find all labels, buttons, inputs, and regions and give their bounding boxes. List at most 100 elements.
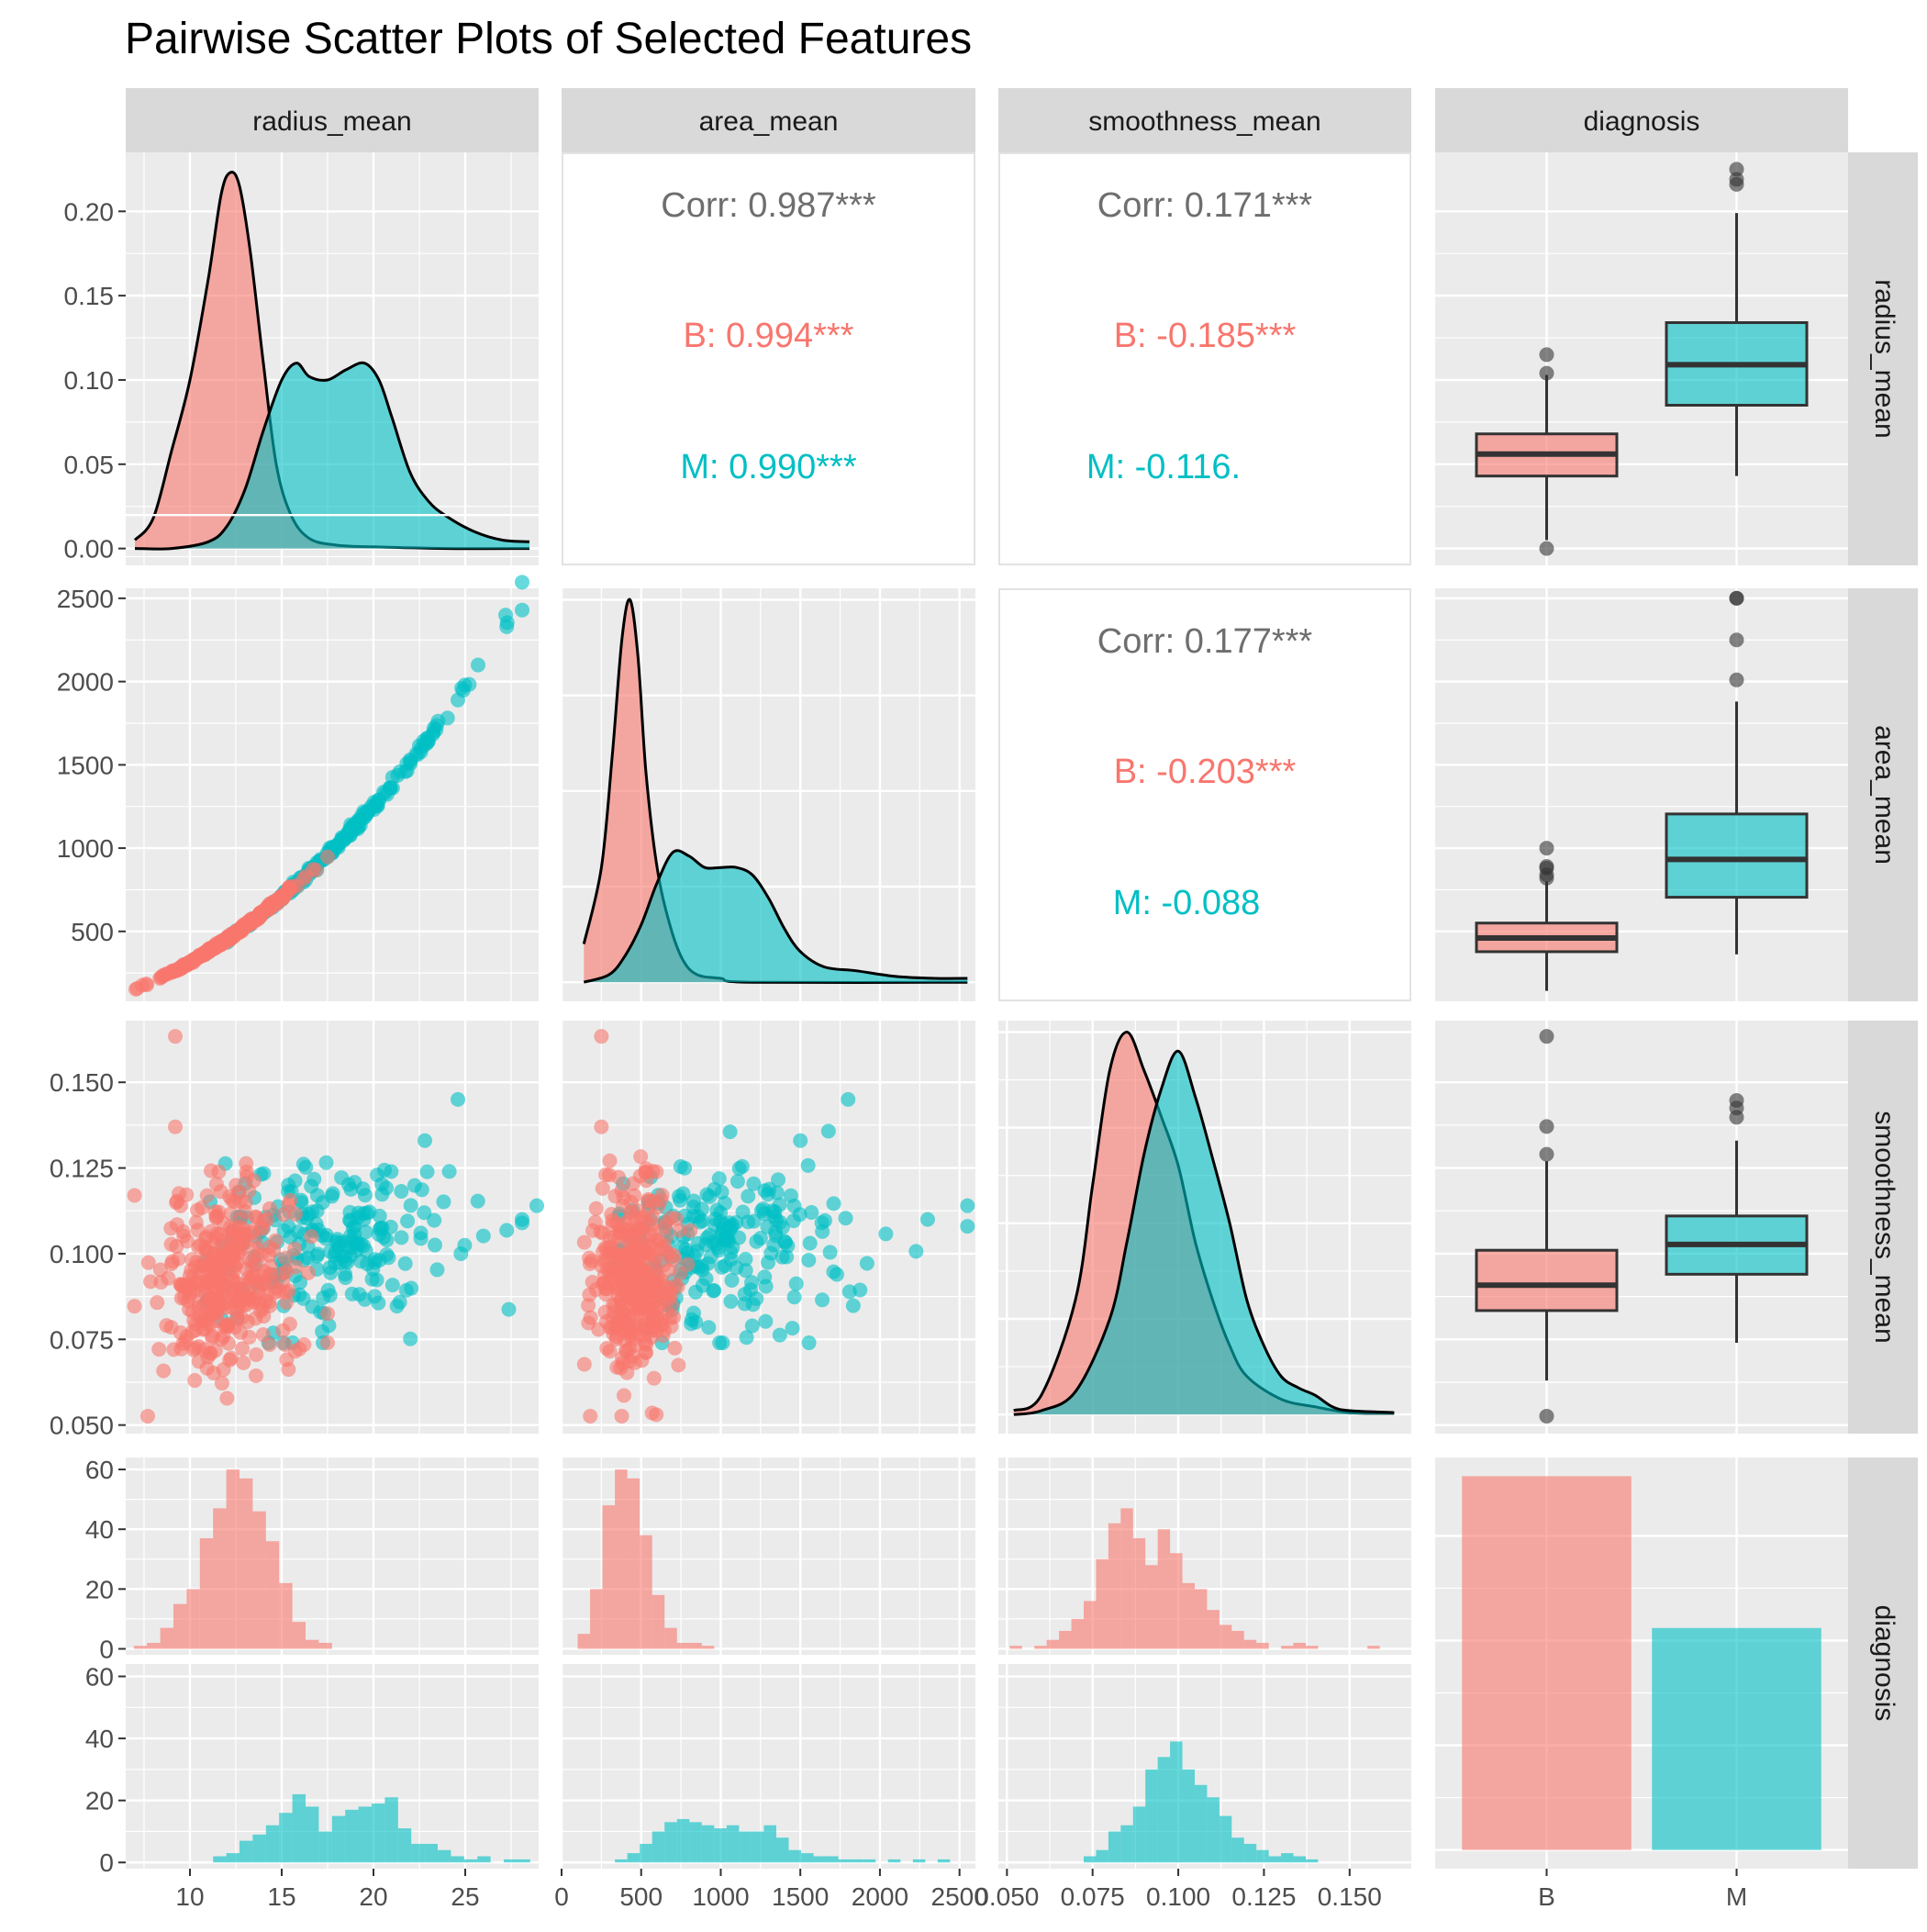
histogram-bar-b — [602, 1505, 616, 1649]
histogram-bar-b — [1231, 1630, 1244, 1649]
histogram-bar-b — [1145, 1565, 1158, 1649]
histogram-bar-m — [331, 1815, 346, 1863]
histogram-bar-m — [863, 1859, 876, 1863]
histogram-bar-m — [1145, 1769, 1158, 1863]
histogram-bar-m — [851, 1859, 863, 1863]
scatter-point-m — [427, 720, 441, 736]
histogram-bar-m — [265, 1825, 280, 1863]
scatter-point-m — [820, 1123, 836, 1139]
scatter-point-b — [262, 1336, 277, 1352]
scatter-point-m — [451, 692, 465, 708]
histogram-bar-b — [577, 1634, 591, 1649]
histogram-bar-m — [1293, 1856, 1306, 1863]
scatter-point-b — [279, 1295, 295, 1311]
scatter-point-m — [741, 1214, 756, 1230]
scatter-point-m — [729, 1260, 744, 1276]
histogram-bar-m — [739, 1831, 752, 1863]
scatter-point-m — [705, 1234, 720, 1250]
histogram-bar-m — [775, 1837, 789, 1863]
scatter-point-m — [792, 1207, 808, 1223]
scatter-point-m — [685, 1305, 701, 1321]
histogram-bar-m — [213, 1856, 227, 1863]
histogram-bar-b — [701, 1646, 715, 1649]
scatter-point-b — [214, 1376, 229, 1391]
scatter-point-m — [293, 1192, 308, 1208]
row-strip — [1848, 588, 1918, 1001]
scatter-point-m — [786, 1290, 802, 1305]
scatter-point-b — [249, 1346, 264, 1362]
scatter-point-b — [683, 1223, 698, 1238]
box-outlier-m — [1729, 672, 1744, 687]
box-outlier-b — [1539, 365, 1554, 381]
scatter-point-m — [769, 1185, 785, 1201]
scatter-point-b — [155, 967, 171, 983]
y-tick-label: 0 — [99, 1848, 114, 1877]
scatter-point-b — [259, 1287, 274, 1302]
scatter-point-b — [240, 1270, 256, 1286]
histogram-bar-m — [887, 1859, 901, 1863]
histogram-bar-b — [1009, 1646, 1022, 1649]
scatter-point-m — [741, 1189, 756, 1204]
y-tick-label: 500 — [71, 918, 114, 946]
histogram-bar-m — [1281, 1853, 1294, 1863]
scatter-point-m — [785, 1321, 800, 1336]
scatter-point-b — [637, 1295, 652, 1311]
scatter-point-b — [591, 1322, 607, 1337]
scatter-point-b — [602, 1167, 618, 1183]
scatter-point-b — [610, 1280, 626, 1296]
scatter-point-m — [515, 575, 529, 590]
scatter-point-b — [197, 1257, 213, 1273]
column-strip-label: diagnosis — [1584, 106, 1700, 137]
scatter-point-m — [801, 1252, 817, 1268]
scatter-point-b — [636, 1264, 652, 1279]
histogram-bar-b — [676, 1642, 690, 1649]
correlation-overall: Corr: 0.177*** — [1097, 622, 1313, 661]
histogram-bar-m — [345, 1809, 359, 1863]
scatter-point-b — [156, 1363, 172, 1379]
scatter-point-m — [371, 1227, 386, 1243]
box-outlier-b — [1539, 1408, 1554, 1424]
histogram-bar-m — [1231, 1837, 1244, 1863]
correlation-panel — [998, 588, 1411, 1001]
y-tick-label: 2000 — [57, 668, 114, 697]
scatter-point-b — [264, 1274, 280, 1290]
scatter-point-m — [471, 657, 485, 673]
histogram-bar-b — [279, 1582, 293, 1649]
scatter-point-b — [616, 1388, 631, 1403]
histogram-bar-m — [615, 1859, 628, 1863]
scatter-point-m — [369, 1272, 384, 1288]
scatter-point-m — [419, 1164, 435, 1179]
histogram-bar-m — [252, 1834, 266, 1863]
scatter-point-m — [749, 1234, 764, 1249]
histogram-bar-m — [517, 1859, 530, 1863]
scatter-point-m — [418, 1133, 432, 1148]
x-tick-label: 0.075 — [1061, 1882, 1125, 1911]
x-tick-label: 500 — [619, 1882, 663, 1911]
histogram-bar-m — [451, 1856, 464, 1863]
scatter-point-b — [659, 1304, 674, 1320]
scatter-point-b — [618, 1315, 634, 1331]
histogram-bar-b — [252, 1511, 266, 1649]
scatter-point-b — [227, 1258, 242, 1274]
scatter-point-b — [623, 1256, 639, 1271]
scatter-point-m — [815, 1223, 830, 1239]
x-tick-label: 2000 — [852, 1882, 908, 1911]
box-m — [1665, 812, 1809, 899]
scatter-point-b — [648, 1295, 663, 1311]
scatter-point-m — [436, 1194, 451, 1210]
histogram-bar-b — [1305, 1646, 1319, 1649]
scatter-point-m — [800, 1157, 816, 1173]
scatter-point-m — [960, 1198, 975, 1213]
row-strip — [1848, 1021, 1918, 1434]
histogram-bar-m — [279, 1813, 293, 1863]
scatter-point-b — [605, 1212, 620, 1228]
y-tick-label: 0.150 — [50, 1068, 114, 1097]
scatter-point-m — [826, 1196, 841, 1212]
scatter-point-m — [441, 1164, 457, 1179]
scatter-point-m — [470, 1193, 485, 1209]
scatter-point-b — [150, 1295, 165, 1311]
correlation-m: M: -0.088 — [1113, 884, 1261, 922]
histogram-bar-m — [1120, 1825, 1133, 1863]
scatter-point-b — [646, 1370, 662, 1386]
